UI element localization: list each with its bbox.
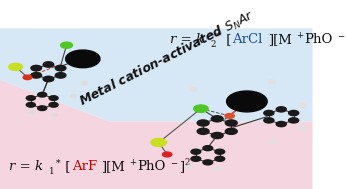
Polygon shape [0,80,312,189]
Circle shape [28,110,34,113]
Circle shape [43,76,54,82]
Circle shape [264,110,274,116]
Circle shape [31,73,42,78]
Text: ][M: ][M [101,160,125,173]
Text: −: − [337,31,344,40]
Circle shape [270,139,276,143]
Circle shape [190,88,197,91]
Text: ][M: ][M [268,33,292,46]
Circle shape [9,63,22,70]
Text: +: + [296,31,303,40]
Circle shape [71,94,76,97]
Circle shape [31,65,42,71]
Circle shape [38,106,47,111]
Circle shape [215,168,222,171]
Circle shape [227,91,267,112]
Circle shape [23,75,32,80]
Circle shape [151,138,166,146]
Circle shape [52,114,57,117]
Circle shape [49,96,58,100]
Polygon shape [0,28,312,122]
Circle shape [55,65,66,71]
Circle shape [49,102,58,107]
Circle shape [186,165,192,169]
Text: [: [ [221,33,231,46]
Text: PhO: PhO [304,33,333,46]
Circle shape [43,62,54,67]
Circle shape [225,114,234,118]
Circle shape [197,128,209,134]
Text: *: * [216,32,221,41]
Text: +: + [129,158,136,167]
Circle shape [26,96,35,100]
Circle shape [194,105,208,112]
Circle shape [299,104,306,107]
Circle shape [276,122,286,127]
Circle shape [215,156,225,161]
Circle shape [268,80,275,84]
Text: ArCl: ArCl [233,33,263,46]
Circle shape [163,152,172,157]
Circle shape [203,146,213,151]
Circle shape [82,81,87,84]
Circle shape [191,156,201,161]
Circle shape [289,110,299,116]
Text: −: − [170,158,177,167]
Circle shape [38,92,47,97]
Circle shape [191,149,201,154]
Circle shape [55,73,66,78]
Circle shape [225,128,237,134]
Text: ]: ] [179,160,184,173]
Circle shape [26,102,35,107]
Text: 1: 1 [49,167,55,176]
Text: PhO: PhO [137,160,165,173]
Text: r = k: r = k [170,33,204,46]
Text: r = k: r = k [9,160,43,173]
Text: Metal cation-activated $S_NAr$: Metal cation-activated $S_NAr$ [76,8,257,110]
Circle shape [299,126,306,130]
Circle shape [211,132,223,139]
Text: *: * [56,159,60,168]
Text: 2: 2 [210,40,216,49]
Circle shape [264,118,274,123]
Circle shape [215,149,225,154]
Circle shape [211,116,223,122]
Text: 2: 2 [185,158,190,167]
Circle shape [197,120,209,126]
Circle shape [203,160,213,165]
Circle shape [61,42,73,48]
Circle shape [225,120,237,126]
Circle shape [66,50,100,68]
Text: [: [ [61,160,70,173]
Text: ArF: ArF [72,160,97,173]
Circle shape [276,107,286,112]
Circle shape [289,118,299,123]
